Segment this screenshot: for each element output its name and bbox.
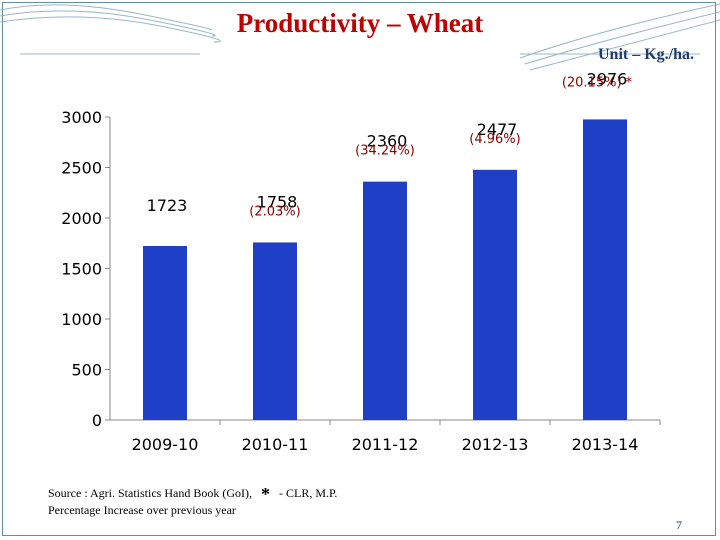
swoosh-left-3 [0,16,221,43]
y-tick-label: 2500 [61,159,102,178]
y-tick-label: 500 [71,361,102,380]
swoosh-right-1 [519,3,720,59]
percent-label: (4.96%) [469,132,520,147]
x-tick-label: 2013-14 [572,435,639,454]
data-label: 1758 [257,192,298,211]
source-text: Source : Agri. Statistics Hand Book (GoI… [48,486,252,500]
swoosh-left-1 [0,4,212,31]
y-tick-label: 3000 [61,108,102,127]
percent-label: (20.15%) * [562,75,633,90]
x-tick-label: 2011-12 [352,435,419,454]
page-title: Productivity – Wheat [236,8,484,38]
bar [253,242,297,420]
bar [583,119,627,420]
x-tick-label: 2009-10 [132,435,199,454]
y-tick-label: 2000 [61,209,102,228]
data-label: 2976 [587,69,628,88]
bar [143,245,187,420]
source-line: Source : Agri. Statistics Hand Book (GoI… [48,484,337,505]
data-label: 1723 [147,196,188,215]
footnote: Percentage Increase over previous year [48,503,236,517]
y-tick-label: 1500 [61,260,102,279]
source-suffix: - CLR, M.P. [278,486,338,500]
bar [473,169,517,420]
data-label: 2477 [477,120,518,139]
source-star: * [260,484,270,504]
data-label: 2360 [367,132,408,151]
unit-label: Unit – Kg./ha. [598,46,695,63]
x-tick-label: 2010-11 [242,435,309,454]
bar [363,181,407,420]
swoosh-left-2 [0,10,216,37]
swoosh-right-2 [524,11,720,65]
percent-label: (34.24%) [355,144,415,159]
swoosh-right-3 [529,19,720,71]
percent-label: (2.03%) [249,204,300,219]
y-tick-label: 0 [92,411,102,430]
x-tick-label: 2012-13 [462,435,529,454]
y-tick-label: 1000 [61,310,102,329]
page-number: 7 [676,518,682,532]
